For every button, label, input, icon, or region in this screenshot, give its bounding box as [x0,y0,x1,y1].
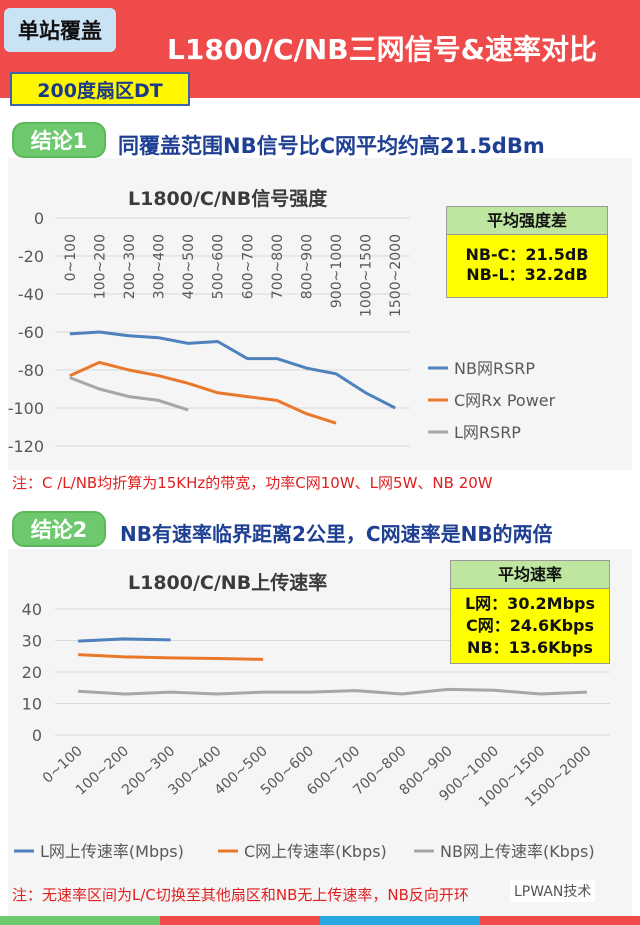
conclusion-2-badge: 结论2 [12,511,106,547]
legend-label: C网上传速率(Kbps) [244,842,387,861]
series-line-1 [69,330,396,410]
y-tick-label: 20 [22,663,42,682]
x-tick-label: 1000~1500 [359,234,375,317]
x-tick-label: 300~400 [152,234,168,299]
chart-2-title: L1800/C/NB上传速率 [128,572,328,594]
note-2: 注：无速率区间为L/C切换至其他扇区和NB无上传速率，NB反向开环 [12,886,469,904]
conclusion-2-text: NB有速率临界距离2公里，C网速率是NB的两倍 [120,522,553,546]
y-tick-label: -40 [18,285,44,304]
legend-label: NB网RSRP [454,359,535,378]
x-tick-label: 200~300 [122,234,138,299]
y-tick-label: 0 [34,209,44,228]
sector-tag: 200度扇区DT [10,72,190,106]
y-tick-label: -60 [18,323,44,342]
avg-rate-box: 平均速率 L网：30.2Mbps C网：24.6Kbps NB：13.6Kbps [450,560,610,664]
bottom-color-strip [0,916,640,925]
single-site-tag: 单站覆盖 [4,8,116,52]
x-tick-label: 600~700 [240,234,256,299]
series-line-2 [69,360,337,425]
nb-rate: NB：13.6Kbps [467,638,593,657]
series-line-3 [69,376,189,412]
legend-label: L网RSRP [454,423,521,442]
nb-c-diff: NB-C：21.5dB [465,245,589,264]
series-line-2 [78,653,264,661]
l-rate: L网：30.2Mbps [464,594,596,613]
x-tick-label: 700~800 [270,234,286,299]
y-tick-label: -80 [18,361,44,380]
y-tick-label: 0 [32,726,42,745]
legend-label: NB网上传速率(Kbps) [440,842,595,861]
x-tick-label: 0~100 [63,234,79,281]
x-tick-label: 500~600 [211,234,227,299]
x-tick-label: 1500~2000 [388,234,404,317]
c-rate: C网：24.6Kbps [465,616,595,635]
avg-strength-diff-title: 平均强度差 [447,207,607,235]
y-tick-label: -100 [8,399,44,418]
y-tick-label: -120 [8,437,44,456]
y-tick-label: 10 [22,695,42,714]
avg-rate-title: 平均速率 [451,561,609,589]
x-tick-label: 400~500 [181,234,197,299]
note-1: 注：C /L/NB均折算为15KHz的带宽，功率C网10W、L网5W、NB 20… [12,474,493,492]
y-tick-label: 30 [22,632,42,651]
page-title: L1800/C/NB三网信号&速率对比 [167,33,597,66]
legend-label: C网Rx Power [454,391,556,410]
watermark: LPWAN技术 [510,880,596,902]
x-tick-label: 100~200 [92,234,108,299]
avg-strength-diff-box: 平均强度差 NB-C：21.5dB NB-L：32.2dB [446,206,608,298]
x-tick-label: 800~900 [299,234,315,299]
series-line-1 [78,637,171,643]
y-tick-label: 40 [22,600,42,619]
nb-l-diff: NB-L：32.2dB [466,265,588,284]
y-tick-label: -20 [18,247,44,266]
conclusion-1-badge: 结论1 [12,122,106,158]
section-2-panel: 结论2 NB有速率临界距离2公里，C网速率是NB的两倍 [8,507,632,919]
series-line-3 [78,687,587,696]
legend-label: L网上传速率(Mbps) [40,842,184,861]
chart-1-title: L1800/C/NB信号强度 [128,188,328,210]
conclusion-1-text: 同覆盖范围NB信号比C网平均约高21.5dBm [118,134,545,158]
x-tick-label: 900~1000 [329,234,345,308]
